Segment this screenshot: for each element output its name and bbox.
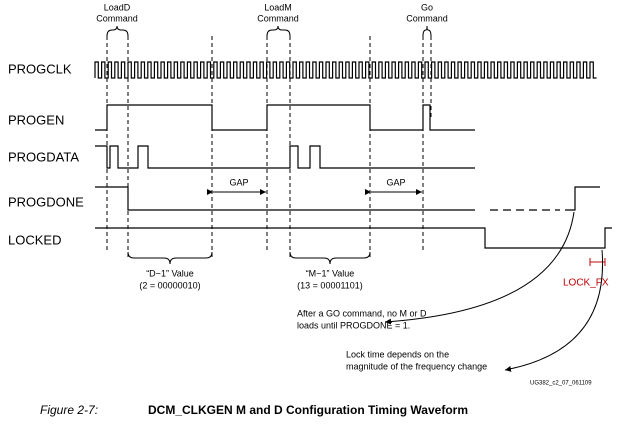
progdone-wave (95, 186, 475, 211)
command-label: Go (421, 2, 433, 12)
guide-lines (106, 36, 432, 258)
doc-id: UG382_c2_07_061109 (530, 381, 592, 387)
command-label: LoadM (264, 2, 292, 12)
command-label: Command (257, 13, 299, 23)
note: Lock time depends on the (346, 349, 449, 359)
note-arrow (504, 249, 604, 372)
value-label: (13 = 00001101) (297, 280, 363, 290)
value-label: “D−1” Value (146, 268, 194, 278)
progen-wave (95, 104, 475, 131)
note: magnitude of the frequency change (346, 361, 487, 371)
signal-label: LOCKED (8, 232, 61, 247)
command-label: Command (96, 13, 138, 23)
caption-title: DCM_CLKGEN M and D Configuration Timing … (148, 403, 468, 417)
command-label: Command (406, 13, 448, 23)
command-label: LoadD (104, 2, 131, 12)
progdone-wave (565, 186, 600, 211)
progdata-wave (95, 145, 475, 169)
note-arrow (384, 211, 575, 325)
progclk-wave (94, 61, 597, 79)
progclk-wave (94, 61, 597, 79)
value-label: “M−1” Value (306, 268, 355, 278)
note: After a GO command, no M or D (297, 308, 427, 318)
command-braces (106, 25, 432, 37)
locked-wave (95, 227, 612, 249)
value-label: (2 = 00000010) (139, 280, 200, 290)
signal-label: PROGDONE (8, 194, 84, 209)
note: loads until PROGDONE = 1. (297, 320, 410, 330)
gap-label: GAP (386, 177, 405, 187)
value-brace (127, 251, 213, 265)
signal-label: PROGCLK (8, 61, 72, 76)
lock-label: LOCK_FX (563, 278, 609, 289)
signal-label: PROGEN (8, 112, 64, 127)
value-brace (289, 251, 371, 265)
signal-label: PROGDATA (8, 149, 79, 164)
caption-number: Figure 2-7: (40, 403, 98, 417)
gap-label: GAP (229, 177, 248, 187)
